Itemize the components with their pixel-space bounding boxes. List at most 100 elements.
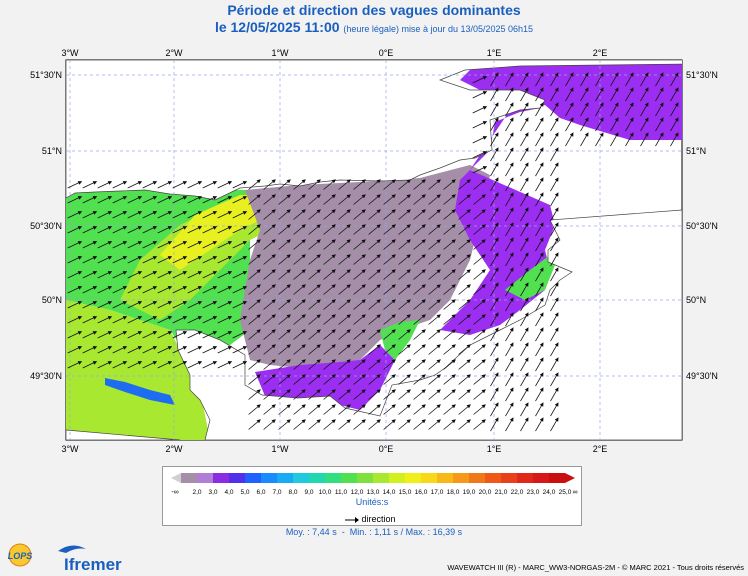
arrow-head	[361, 299, 366, 304]
direction-arrow	[323, 330, 335, 340]
arrow-head	[509, 327, 514, 332]
arrow-head	[271, 254, 276, 259]
direction-arrow	[550, 103, 558, 117]
direction-arrow	[550, 208, 558, 222]
direction-arrow	[490, 313, 498, 327]
arrow-head	[466, 269, 471, 274]
arrow-head	[466, 419, 471, 424]
direction-arrow	[67, 226, 81, 234]
arrow-head	[494, 417, 499, 422]
direction-arrow	[398, 420, 410, 430]
direction-arrow	[112, 346, 126, 354]
direction-arrow	[473, 375, 485, 385]
arrow-head	[509, 192, 514, 197]
arrow-head	[227, 331, 233, 335]
direction-arrow	[293, 240, 305, 250]
arrow-head	[316, 254, 321, 259]
lon-label-top: 2°W	[165, 48, 183, 58]
arrow-head	[406, 239, 411, 244]
arrow-head	[482, 91, 488, 95]
arrow-head	[509, 222, 514, 227]
arrow-head	[524, 237, 529, 242]
direction-arrow	[368, 390, 380, 400]
arrow-head	[331, 194, 336, 199]
direction-arrow	[368, 180, 380, 190]
arrow-head	[629, 102, 634, 107]
direction-arrow	[520, 283, 528, 297]
direction-arrow	[248, 300, 260, 310]
arrow-head	[361, 374, 366, 379]
legend-tick: 13,0	[367, 489, 380, 496]
direction-arrow	[338, 360, 350, 370]
direction-arrow	[97, 316, 111, 324]
direction-arrow	[202, 301, 216, 309]
arrow-head	[167, 331, 173, 335]
arrow-head	[271, 329, 276, 334]
direction-arrow	[353, 390, 365, 400]
direction-arrow	[520, 343, 528, 357]
direction-arrow	[127, 241, 141, 249]
arrow-head	[286, 224, 291, 229]
direction-arrow	[580, 133, 588, 147]
arrow-head	[391, 344, 396, 349]
direction-arrow	[338, 240, 350, 250]
arrow-head	[659, 72, 664, 77]
direction-arrow	[172, 331, 186, 339]
arrow-head	[539, 237, 544, 242]
direction-arrow	[293, 420, 305, 430]
direction-arrow	[308, 300, 320, 310]
direction-arrow	[535, 163, 543, 177]
direction-arrow	[490, 223, 498, 237]
arrow-head	[167, 361, 173, 365]
direction-arrow	[263, 255, 275, 265]
direction-arrow	[490, 73, 498, 87]
arrow-head	[554, 162, 559, 167]
direction-arrow	[187, 256, 201, 264]
arrow-head	[481, 179, 486, 184]
legend-max-label: ∞	[573, 489, 578, 496]
direction-arrow	[248, 390, 260, 400]
direction-arrow	[655, 73, 663, 87]
arrow-head	[92, 181, 98, 185]
direction-arrow	[82, 346, 96, 354]
direction-arrow	[338, 315, 350, 325]
arrow-head	[197, 316, 203, 320]
direction-arrow	[112, 241, 126, 249]
arrow-head	[107, 256, 113, 260]
direction-arrow	[580, 73, 588, 87]
direction-arrow	[353, 345, 365, 355]
direction-arrow	[398, 330, 410, 340]
direction-arrow	[323, 360, 335, 370]
legend-swatch	[309, 473, 325, 483]
direction-arrow	[97, 256, 111, 264]
direction-arrow	[338, 180, 350, 190]
arrow-head	[482, 76, 488, 80]
direction-arrow	[293, 375, 305, 385]
direction-arrow	[670, 103, 678, 117]
direction-arrow	[142, 256, 156, 264]
arrow-head	[331, 209, 336, 214]
arrow-head	[167, 346, 173, 350]
arrow-head	[436, 374, 441, 379]
direction-arrow	[565, 103, 573, 117]
arrow-head	[539, 282, 544, 287]
direction-arrow	[443, 330, 455, 340]
arrow-head	[584, 117, 589, 122]
arrow-head	[301, 284, 306, 289]
legend-swatch	[373, 473, 389, 483]
direction-arrow	[97, 211, 111, 219]
direction-arrow	[142, 211, 156, 219]
arrow-head	[182, 301, 188, 305]
lon-label-bottom: 2°E	[593, 444, 608, 454]
arrow-head	[482, 121, 488, 125]
arrow-head	[92, 286, 98, 290]
arrow-head	[644, 117, 649, 122]
direction-arrow	[428, 255, 440, 265]
direction-arrow	[232, 181, 246, 189]
direction-arrow	[142, 331, 156, 339]
arrow-head	[554, 222, 559, 227]
direction-arrow	[473, 300, 485, 310]
direction-arrow	[550, 283, 558, 297]
lat-labels-right: 51°30'N 51°N 50°30'N 50°N 49°30'N	[686, 70, 718, 381]
direction-arrow	[202, 346, 216, 354]
